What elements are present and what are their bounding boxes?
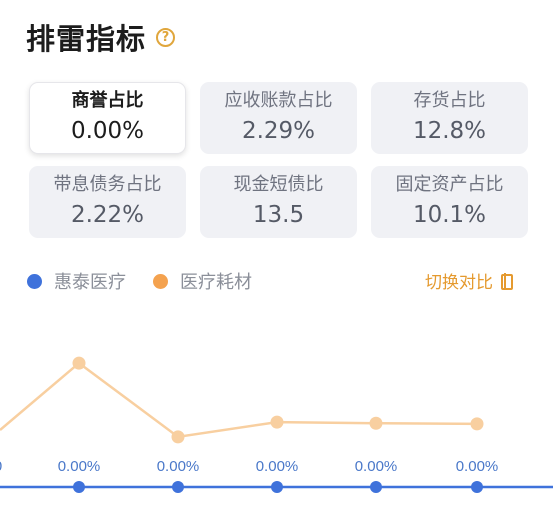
metric-value: 2.29%: [241, 118, 316, 144]
company-point: [370, 481, 382, 493]
metric-card-receivables[interactable]: 应收账款占比 2.29%: [200, 82, 357, 154]
help-icon[interactable]: ?: [156, 27, 176, 47]
legend-item-industry[interactable]: 医疗耗材: [153, 268, 252, 294]
data-label: 0.00%: [456, 458, 499, 475]
metric-value: 10.1%: [412, 202, 487, 228]
industry-point: [270, 415, 284, 429]
chart-legend: 惠泰医疗 医疗耗材: [27, 268, 279, 294]
metric-card-interest-debt[interactable]: 带息债务占比 2.22%: [29, 166, 186, 238]
legend-dot-icon: [153, 273, 168, 289]
industry-point: [369, 416, 383, 430]
company-point: [271, 481, 283, 493]
company-point: [471, 481, 483, 493]
switch-compare-label: 切换对比: [425, 273, 493, 293]
industry-point: [72, 356, 86, 370]
industry-point: [171, 430, 185, 444]
metric-value: 13.5: [252, 202, 305, 228]
legend-item-company[interactable]: 惠泰医疗: [27, 268, 126, 294]
section-header: 排雷指标 ?: [26, 16, 176, 58]
page-title: 排雷指标: [26, 22, 147, 56]
switch-compare-button[interactable]: 切换对比: [425, 268, 513, 293]
legend-dot-icon: [27, 273, 42, 289]
metric-card-fixed-assets[interactable]: 固定资产占比 10.1%: [371, 166, 528, 238]
metric-label: 存货占比: [413, 90, 486, 111]
metric-label: 应收账款占比: [224, 90, 333, 111]
metric-card-cash-debt-ratio[interactable]: 现金短债比 13.5: [200, 166, 357, 238]
metric-value: 2.22%: [70, 202, 145, 228]
legend-label: 医疗耗材: [180, 272, 252, 293]
industry-point: [470, 417, 484, 431]
metric-label: 商誉占比: [71, 90, 144, 111]
switch-icon: [499, 272, 513, 290]
metric-card-goodwill[interactable]: 商誉占比 0.00%: [29, 82, 186, 154]
metric-value: 0.00%: [70, 118, 145, 144]
data-label: 0.00%: [355, 458, 398, 475]
metric-cards: 商誉占比 0.00% 应收账款占比 2.29% 存货占比 12.8% 带息债务占…: [29, 82, 528, 238]
metric-label: 现金短债比: [233, 174, 324, 195]
metric-label: 固定资产占比: [395, 174, 504, 195]
data-label: 0.00%: [58, 458, 101, 475]
data-label: 0.00%: [157, 458, 200, 475]
company-point: [73, 481, 85, 493]
data-label: 0: [0, 458, 2, 475]
metric-label: 带息债务占比: [53, 174, 162, 195]
company-point: [172, 481, 184, 493]
metric-card-inventory[interactable]: 存货占比 12.8%: [371, 82, 528, 154]
data-label: 0.00%: [256, 458, 299, 475]
legend-label: 惠泰医疗: [54, 272, 126, 293]
metric-value: 12.8%: [412, 118, 487, 144]
industry-series-line: [0, 361, 478, 439]
